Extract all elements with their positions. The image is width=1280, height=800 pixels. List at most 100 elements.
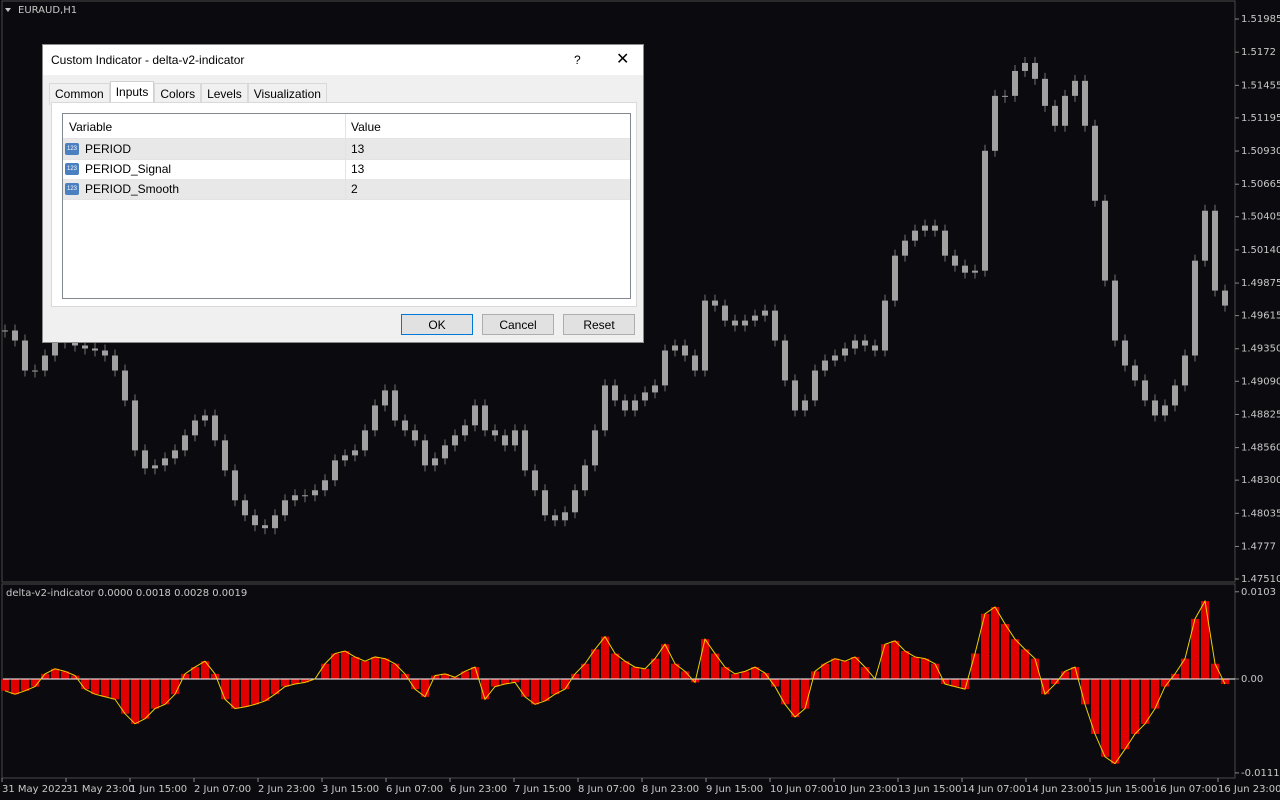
x-tick-label: 8 Jun 07:00: [578, 784, 635, 795]
candle: [572, 490, 578, 513]
histogram-bar: [851, 656, 859, 679]
candle: [302, 495, 308, 497]
histogram-bar: [241, 678, 249, 707]
histogram-bar: [831, 658, 839, 679]
candle: [72, 342, 78, 346]
histogram-bar: [631, 667, 639, 679]
histogram-bar: [991, 607, 999, 679]
candle: [102, 350, 108, 356]
candle: [622, 400, 628, 411]
histogram-bar: [841, 661, 849, 679]
y-tick-label: 1.47510: [1241, 574, 1280, 585]
histogram-bar: [791, 678, 799, 718]
candle: [812, 370, 818, 401]
candle: [112, 355, 118, 371]
histogram-bar: [891, 640, 899, 679]
histogram-bar: [281, 678, 289, 687]
candle: [952, 255, 958, 266]
candle: [752, 315, 758, 321]
histogram-bar: [121, 678, 129, 714]
candle: [222, 440, 228, 471]
histogram-bar: [1001, 623, 1009, 679]
tab[interactable]: Levels: [201, 83, 248, 105]
header-cell[interactable]: Variable: [69, 120, 113, 134]
inputs-panel: Variable Value 123 PERIOD 13 123 PERIOD_Sign…: [51, 102, 637, 307]
histogram-bar: [1011, 639, 1019, 679]
histogram-bar: [541, 678, 549, 701]
y-tick-label: 1.50405: [1241, 212, 1280, 223]
histogram-bar: [611, 653, 619, 679]
row-icon: 123: [65, 183, 79, 195]
histogram-bar: [191, 667, 199, 679]
candle: [912, 230, 918, 241]
histogram-bar: [971, 653, 979, 679]
tab[interactable]: Visualization: [247, 83, 327, 105]
cancel-button[interactable]: Cancel: [482, 314, 554, 335]
candle: [722, 305, 728, 321]
histogram-bar: [651, 658, 659, 679]
candle: [832, 355, 838, 361]
candle: [1022, 62, 1028, 71]
histogram-bar: [1061, 671, 1069, 679]
candle: [742, 320, 748, 326]
x-tick-label: 9 Jun 15:00: [706, 784, 763, 795]
y-tick-label: 1.49350: [1241, 344, 1280, 355]
table-row[interactable]: 123 PERIOD_Smooth 2: [63, 179, 630, 200]
candle: [152, 465, 158, 469]
histogram-bar: [901, 651, 909, 679]
histogram-bar: [781, 678, 789, 705]
y-tick-label: 1.50665: [1241, 179, 1280, 190]
candle: [182, 435, 188, 451]
candle: [132, 400, 138, 451]
histogram-bar: [941, 678, 949, 685]
help-button[interactable]: ?: [574, 53, 581, 67]
y-tick-label: 0.00: [1241, 674, 1263, 685]
close-button[interactable]: ✕: [616, 51, 630, 68]
candle: [392, 390, 398, 421]
histogram-bar: [491, 678, 499, 687]
candle: [522, 430, 528, 471]
table-header: Variable Value: [63, 114, 630, 139]
candle: [542, 490, 548, 516]
histogram-bar: [741, 671, 749, 679]
table-row[interactable]: 123 PERIOD_Signal 13: [63, 159, 630, 180]
tab[interactable]: Inputs: [109, 81, 155, 105]
candle: [1192, 260, 1198, 356]
histogram-bar: [151, 678, 159, 709]
histogram-bar: [481, 678, 489, 700]
x-tick-label: 10 Jun 07:00: [770, 784, 834, 795]
histogram-bar: [141, 678, 149, 719]
candle: [762, 310, 768, 316]
candle: [1222, 290, 1228, 306]
candle: [892, 255, 898, 301]
candle: [1162, 405, 1168, 416]
histogram-bar: [531, 678, 539, 705]
histogram-bar: [1221, 678, 1229, 685]
tab[interactable]: Colors: [154, 83, 202, 105]
histogram-bar: [601, 636, 609, 679]
candle: [1092, 125, 1098, 201]
y-tick-label: 1.49875: [1241, 278, 1280, 289]
histogram-bar: [201, 661, 209, 679]
reset-button[interactable]: Reset: [563, 314, 635, 335]
tab[interactable]: Common: [49, 83, 110, 105]
histogram-bar: [401, 673, 409, 679]
candle: [1012, 70, 1018, 96]
histogram-bar: [641, 668, 649, 679]
candle: [932, 225, 938, 231]
histogram-bar: [861, 667, 869, 679]
histogram-bar: [721, 667, 729, 679]
header-cell[interactable]: Value: [351, 120, 381, 134]
histogram-bar: [1, 678, 9, 691]
ok-button[interactable]: OK: [401, 314, 473, 335]
candle: [42, 355, 48, 371]
table-row[interactable]: 123 PERIOD 13: [63, 139, 630, 160]
histogram-bar: [171, 678, 179, 695]
y-tick-label: 1.48300: [1241, 475, 1280, 486]
symbol-label: EURAUD,H1: [18, 5, 77, 16]
x-tick-label: 13 Jun 15:00: [898, 784, 962, 795]
candle: [602, 385, 608, 431]
histogram-bar: [661, 644, 669, 679]
candle: [332, 460, 338, 481]
